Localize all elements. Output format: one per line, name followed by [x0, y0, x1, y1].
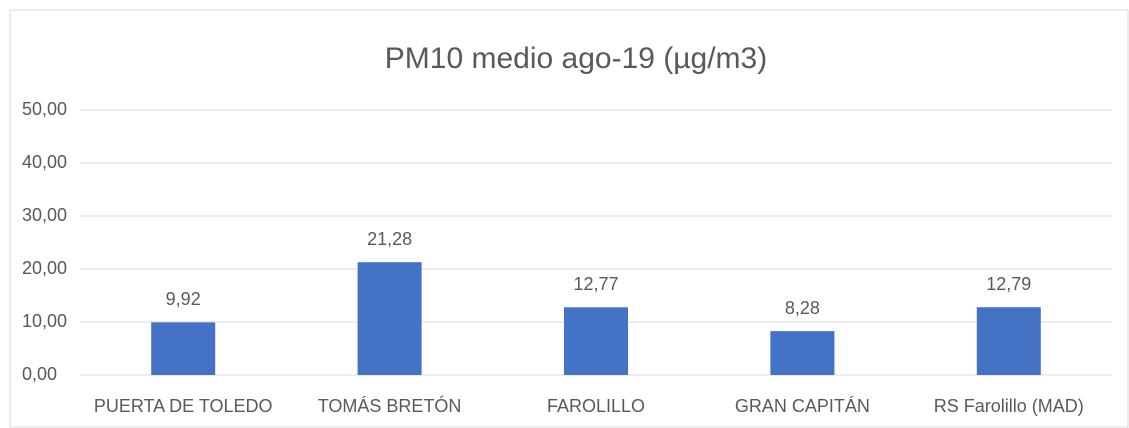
bar	[564, 307, 628, 375]
value-label: 12,79	[986, 274, 1031, 294]
x-tick-label: PUERTA DE TOLEDO	[94, 396, 273, 416]
value-label: 9,92	[166, 289, 201, 309]
value-label: 21,28	[367, 229, 412, 249]
bar	[770, 331, 835, 375]
value-label: 12,77	[573, 274, 618, 294]
x-tick-label: FAROLILLO	[547, 396, 645, 416]
x-tick-label: RS Farolillo (MAD)	[934, 396, 1084, 416]
y-tick-label: 20,00	[22, 258, 67, 278]
y-tick-label: 40,00	[22, 152, 67, 172]
y-tick-label: 10,00	[22, 311, 67, 331]
y-tick-label: 0,00	[22, 364, 57, 384]
bar	[151, 322, 216, 375]
x-tick-label: TOMÁS BRETÓN	[318, 395, 462, 416]
bar	[976, 307, 1041, 375]
y-tick-label: 50,00	[22, 99, 67, 119]
value-label: 8,28	[785, 298, 820, 318]
bar	[357, 262, 422, 375]
y-tick-label: 30,00	[22, 205, 67, 225]
x-tick-label: GRAN CAPITÁN	[735, 396, 870, 416]
chart-title: PM10 medio ago-19 (µg/m3)	[385, 42, 767, 75]
